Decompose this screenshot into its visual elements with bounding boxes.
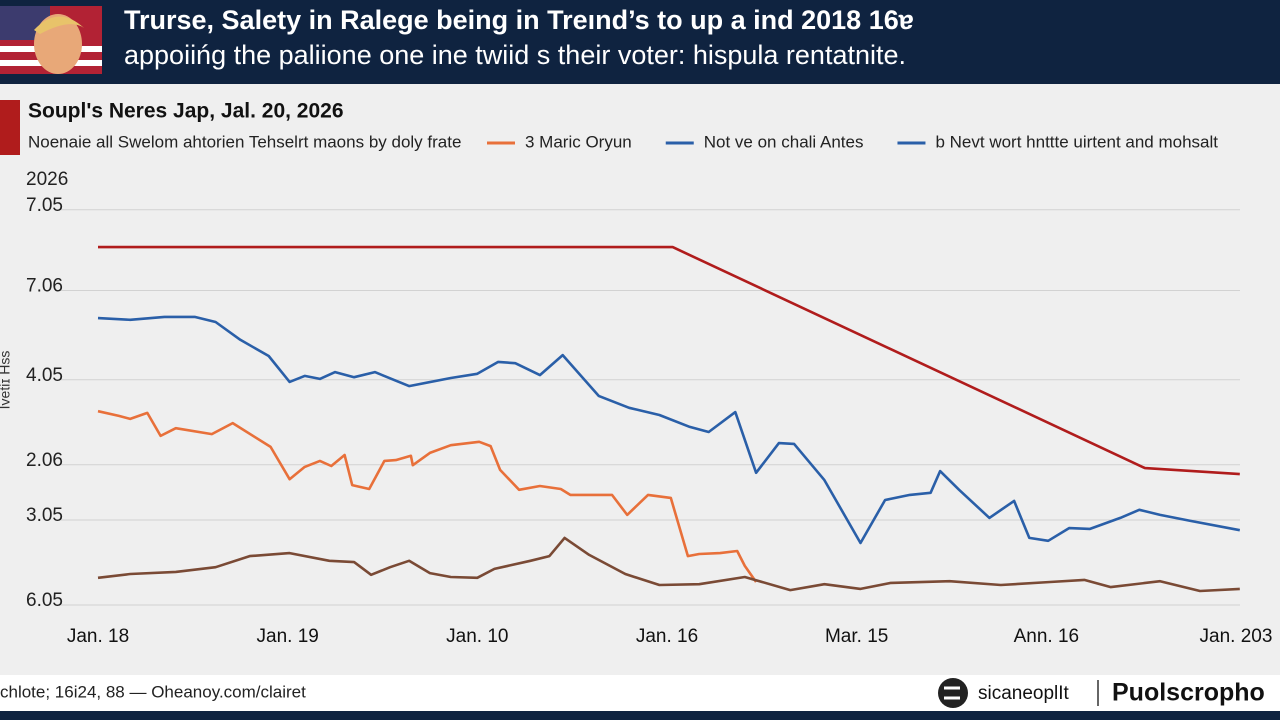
corner-label: 2026 <box>26 169 68 190</box>
y-tick-label: 7.05 <box>26 195 63 216</box>
series-line <box>97 315 1241 545</box>
x-tick-label: Jan. 203 <box>1200 626 1273 647</box>
x-tick-label: Jan. 16 <box>636 626 698 647</box>
series-line <box>98 245 1240 476</box>
accent-bar <box>0 100 20 155</box>
x-tick-label: Jan. 10 <box>446 626 508 647</box>
y-axis-label: Ivetiɪ Hss <box>0 351 13 410</box>
x-tick-label: Jan. 18 <box>67 626 129 647</box>
footer-brand2: Puolscropho <box>1112 679 1265 707</box>
photo <box>0 6 102 74</box>
bottom-strip <box>0 711 1280 720</box>
chart-title: Soupl's Neres Jap, Jal. 20, 2026 <box>28 100 344 123</box>
x-tick-label: Jan. 19 <box>257 626 319 647</box>
footer-bar <box>0 675 1280 711</box>
y-tick-label: 2.06 <box>26 450 63 471</box>
legend-label: 3 Maric Oryun <box>525 132 632 151</box>
y-tick-label: 6.05 <box>26 590 63 611</box>
brand-logo <box>938 678 968 708</box>
header-bar <box>0 0 1280 84</box>
chart-subtitle: Noenaie all Swelom ahtorien Tehselrt mao… <box>28 132 461 151</box>
x-tick-label: Mar. 15 <box>825 626 888 647</box>
series-line <box>97 409 758 583</box>
x-tick-label: Ann. 16 <box>1014 626 1080 647</box>
header-title: Trurse, Salety in Ralege being in Treınd… <box>124 5 914 35</box>
legend-label: Not ve on chali Antes <box>704 132 864 151</box>
y-tick-label: 7.06 <box>26 276 63 297</box>
y-tick-label: 4.05 <box>26 365 63 386</box>
legend-label: b Nevt wort hnttte uirtent and mohsalt <box>935 132 1218 151</box>
header-subtitle: appoiińg the paliione one ine twiid s th… <box>124 40 906 70</box>
footer-source: chlote; 16i24, 88 — Oheanoy.com/clairet <box>0 682 306 701</box>
series-line <box>97 536 1240 593</box>
y-tick-label: 3.05 <box>26 505 63 526</box>
footer-brand: sicaneoplIt <box>978 683 1070 704</box>
